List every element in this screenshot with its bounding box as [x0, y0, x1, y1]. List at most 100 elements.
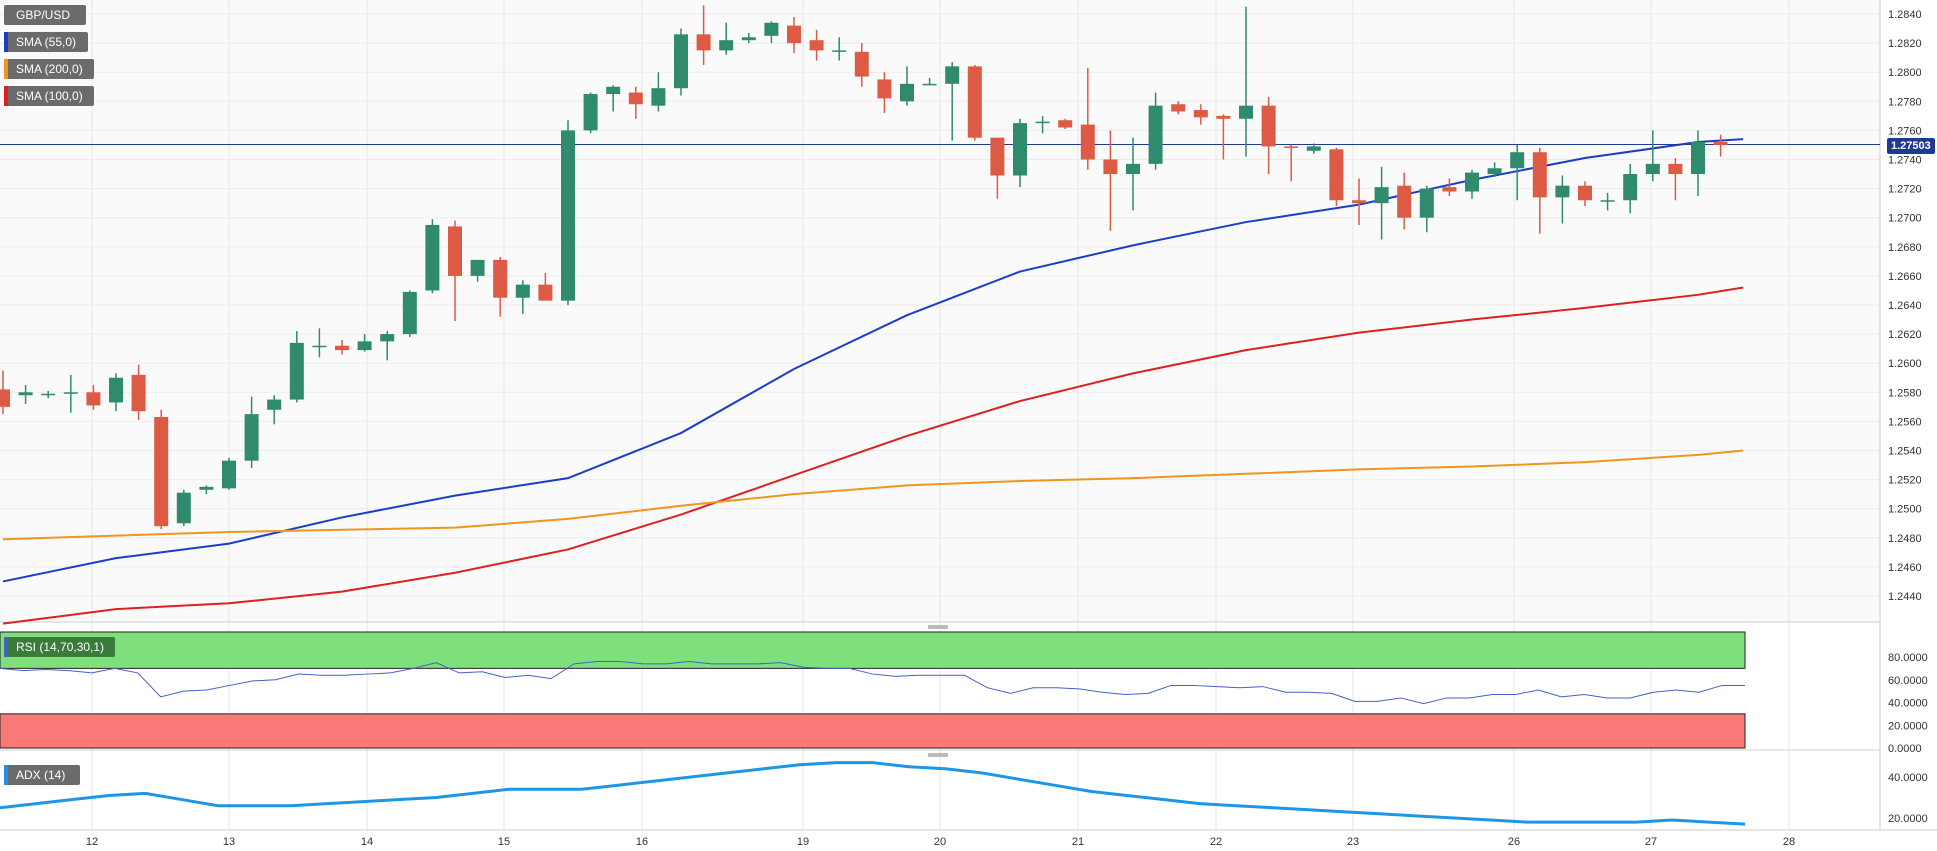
- legend-sma200[interactable]: SMA (200,0): [4, 59, 94, 79]
- legend-symbol[interactable]: GBP/USD: [4, 5, 86, 25]
- candle-down: [809, 40, 824, 51]
- rsi-tick-label: 0.0000: [1888, 743, 1922, 755]
- candle-down: [1261, 105, 1276, 147]
- sma55-swatch: [4, 32, 8, 52]
- rsi-tick-label: 20.0000: [1888, 720, 1928, 732]
- y-tick-label: 1.2740: [1888, 155, 1922, 167]
- axes: 12 13 14 15 16 19 20 21 22 23 26 27 28 1.2440 1.2460 1.…: [86, 9, 1928, 848]
- candle-down: [1578, 185, 1592, 201]
- x-tick-label: 14: [361, 836, 373, 848]
- candle-up: [402, 291, 417, 335]
- x-tick-label: 19: [797, 836, 809, 848]
- candle-up: [470, 259, 485, 276]
- candle-down: [1284, 146, 1299, 148]
- candle-up: [1035, 121, 1050, 124]
- candle-up: [1374, 187, 1389, 204]
- candle-up: [945, 66, 960, 84]
- candle-up: [63, 392, 78, 394]
- candle-up: [606, 86, 621, 95]
- panel-drag-handle: [928, 753, 948, 757]
- candle-up: [109, 377, 123, 403]
- x-tick-label: 20: [934, 836, 946, 848]
- candle-down: [0, 389, 10, 407]
- legend-rsi[interactable]: RSI (14,70,30,1): [4, 637, 115, 657]
- candle-down: [493, 259, 508, 298]
- candle-down: [990, 137, 1005, 176]
- candle-up: [41, 393, 56, 396]
- candle-up: [1487, 168, 1502, 175]
- candle-up: [1239, 105, 1253, 119]
- legend-sma200-label: SMA (200,0): [16, 62, 83, 76]
- candle-up: [1691, 142, 1705, 175]
- x-tick-label: 15: [498, 836, 510, 848]
- legend-sma100-label: SMA (100,0): [16, 89, 83, 103]
- y-tick-label: 1.2660: [1888, 271, 1922, 283]
- y-tick-label: 1.2780: [1888, 96, 1922, 108]
- candle-up: [764, 22, 779, 36]
- current-price-tag: 1.27503: [1887, 138, 1935, 154]
- legend-sma100[interactable]: SMA (100,0): [4, 86, 94, 106]
- x-tick-label: 13: [223, 836, 235, 848]
- candle-down: [854, 51, 869, 77]
- candle-down: [1352, 200, 1366, 204]
- candle-up: [900, 83, 914, 102]
- y-tick-label: 1.2540: [1888, 446, 1922, 458]
- current-price-value: 1.27503: [1891, 140, 1931, 152]
- y-tick-label: 1.2460: [1888, 562, 1922, 574]
- candle-down: [1171, 104, 1186, 112]
- candle-up: [425, 224, 440, 291]
- rsi-tick-label: 40.0000: [1888, 698, 1928, 710]
- sma-lines: [0, 138, 1880, 625]
- candle-up: [719, 40, 734, 51]
- rsi-oversold-zone: [0, 713, 1746, 749]
- adx-tick-label: 20.0000: [1888, 813, 1928, 825]
- y-tick-label: 1.2480: [1888, 533, 1922, 545]
- candle-down: [696, 34, 711, 51]
- candle-down: [1103, 159, 1118, 175]
- candle-down: [1080, 124, 1095, 160]
- candle-down: [1329, 149, 1344, 201]
- candle-up: [674, 34, 688, 89]
- y-tick-label: 1.2680: [1888, 242, 1922, 254]
- y-tick-label: 1.2600: [1888, 358, 1922, 370]
- x-tick-label: 21: [1072, 836, 1084, 848]
- legend-rsi-label: RSI (14,70,30,1): [16, 640, 105, 654]
- legend-adx[interactable]: ADX (14): [4, 765, 80, 785]
- candle-up: [1510, 152, 1525, 169]
- candle-up: [1645, 163, 1660, 175]
- y-tick-label: 1.2720: [1888, 184, 1922, 196]
- y-tick-label: 1.2840: [1888, 9, 1922, 21]
- candle-up: [832, 50, 847, 52]
- y-tick-label: 1.2700: [1888, 213, 1922, 225]
- candle-up: [1419, 188, 1434, 218]
- candle-up: [312, 345, 327, 348]
- x-tick-label: 26: [1508, 836, 1520, 848]
- rsi-line: [0, 661, 1745, 705]
- rsi-swatch: [4, 637, 8, 657]
- candle-up: [244, 414, 259, 461]
- candle-down: [1668, 163, 1683, 175]
- legend-symbol-label: GBP/USD: [16, 8, 71, 22]
- candle-up: [922, 83, 937, 86]
- candle-up: [1013, 123, 1027, 176]
- legend-sma55-label: SMA (55,0): [16, 35, 77, 49]
- panel-drag-handle: [928, 625, 948, 629]
- candle-down: [131, 374, 146, 412]
- candle-down: [154, 417, 169, 527]
- candle-up: [1126, 163, 1140, 175]
- adx-swatch: [4, 765, 8, 785]
- candle-down: [877, 79, 892, 99]
- candle-up: [1306, 146, 1321, 151]
- candle-down: [86, 392, 101, 406]
- candles: [0, 5, 1728, 530]
- candle-down: [1532, 152, 1547, 198]
- adx-line: [0, 761, 1746, 826]
- candle-up: [1623, 174, 1638, 201]
- x-tick-label: 22: [1210, 836, 1222, 848]
- sma-line: [2, 286, 1744, 625]
- y-tick-label: 1.2760: [1888, 125, 1922, 137]
- legend-sma55[interactable]: SMA (55,0): [4, 32, 88, 52]
- candle-down: [448, 226, 462, 276]
- candle-down: [1058, 120, 1073, 128]
